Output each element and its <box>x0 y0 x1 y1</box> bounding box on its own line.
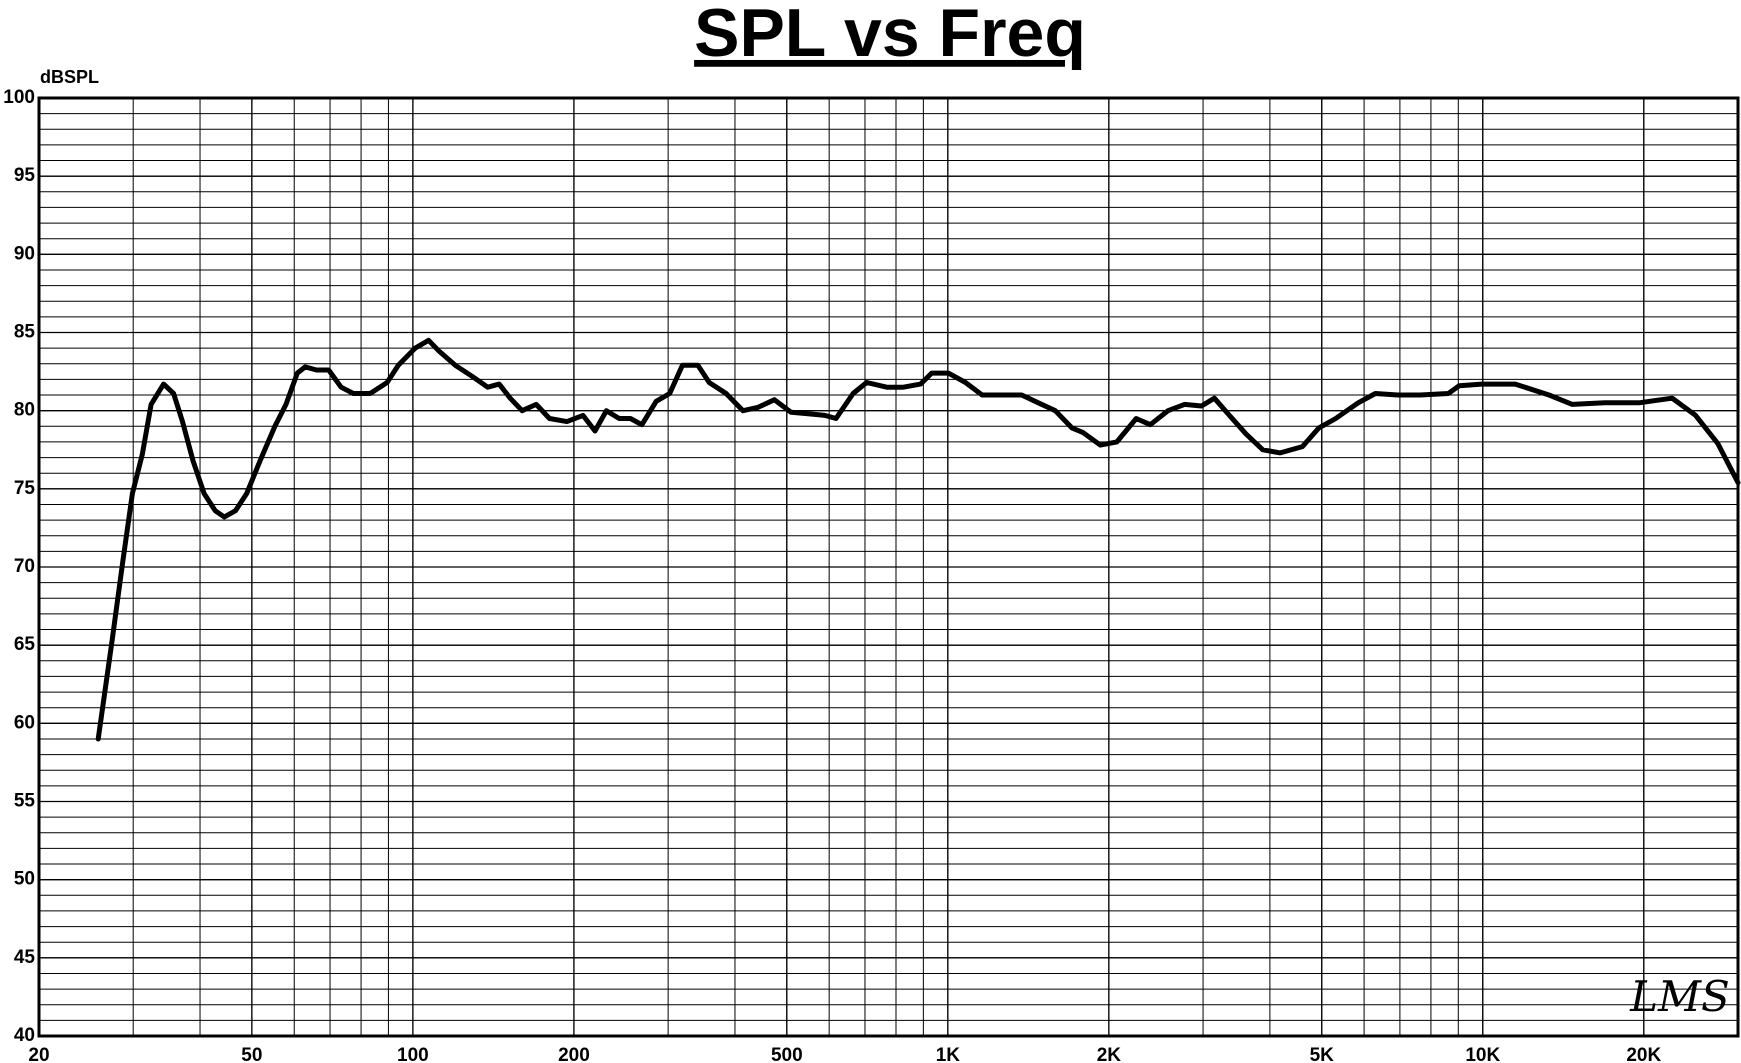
x-tick-label: 10K <box>1465 1045 1500 1063</box>
y-tick-label: 70 <box>14 556 35 577</box>
y-tick-label: 75 <box>14 478 36 499</box>
y-tick-label: 60 <box>14 712 35 733</box>
y-tick-label: 65 <box>14 634 36 655</box>
x-tick-label: 50 <box>241 1045 262 1063</box>
y-tick-label: 85 <box>14 322 36 343</box>
y-tick-label: 40 <box>14 1025 35 1046</box>
x-tick-label: 500 <box>771 1045 803 1063</box>
x-tick-label: 5K <box>1310 1045 1335 1063</box>
watermark: LMS <box>1629 972 1730 1021</box>
y-axis-label: dBSPL <box>40 67 99 87</box>
x-tick-label: 1K <box>936 1045 961 1063</box>
line-series <box>95 337 1741 742</box>
y-tick-label: 55 <box>14 791 36 812</box>
y-tick-label: 90 <box>14 243 35 264</box>
plot-frame <box>37 96 1740 1038</box>
chart-title: SPL vs Freq <box>694 0 1086 71</box>
y-tick-label: 95 <box>14 165 36 186</box>
y-tick-label: 80 <box>14 400 35 421</box>
y-tick-label: 100 <box>3 87 35 108</box>
y-tick-label: 50 <box>14 869 35 890</box>
x-tick-label: 2K <box>1097 1045 1122 1063</box>
x-tick-label: 20 <box>28 1045 49 1063</box>
x-tick-label: 200 <box>558 1045 590 1063</box>
x-tick-label: 100 <box>397 1045 429 1063</box>
x-tick-label: 20K <box>1626 1045 1661 1063</box>
y-tick-label: 45 <box>14 947 36 968</box>
